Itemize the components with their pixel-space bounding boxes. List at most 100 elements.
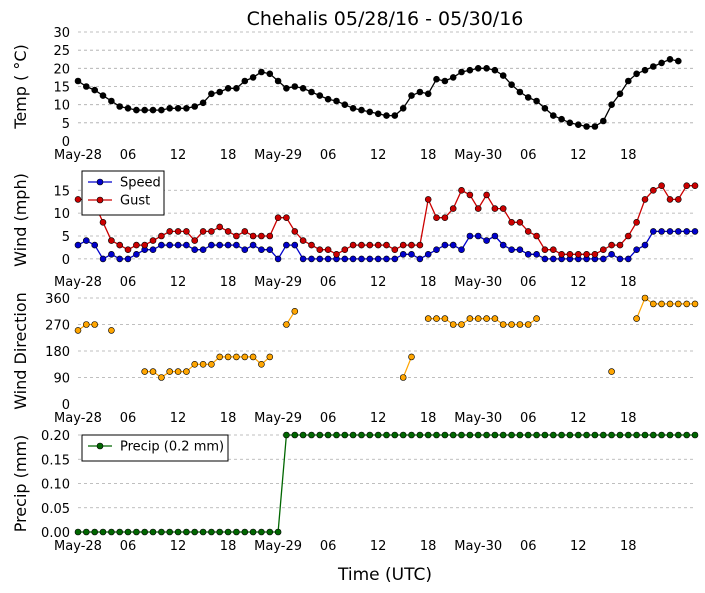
data-point — [166, 528, 173, 536]
data-point — [408, 431, 415, 439]
data-point — [508, 246, 515, 253]
data-point — [133, 241, 140, 249]
x-tick-label: 18 — [620, 411, 637, 426]
x-tick-label: May-28 — [54, 539, 102, 554]
data-point — [258, 246, 265, 253]
data-point — [358, 431, 365, 439]
data-point — [516, 431, 524, 439]
x-tick-label: 18 — [220, 539, 237, 554]
data-point — [266, 528, 274, 536]
data-point — [274, 528, 282, 536]
data-point — [466, 431, 474, 439]
data-point — [408, 241, 415, 249]
x-tick-label: 18 — [620, 148, 637, 163]
data-point — [449, 431, 457, 439]
data-point — [483, 431, 490, 439]
data-point — [524, 321, 532, 328]
y-tick-label: 0 — [62, 253, 70, 268]
data-point — [674, 431, 682, 439]
data-point — [458, 246, 465, 253]
data-point — [566, 251, 574, 258]
data-point — [499, 205, 507, 212]
x-tick-label: 06 — [120, 411, 137, 426]
data-point — [308, 431, 315, 439]
data-point — [99, 255, 107, 263]
data-point — [149, 237, 157, 244]
data-point — [449, 74, 457, 81]
data-point — [583, 431, 590, 439]
data-point — [316, 92, 324, 99]
data-point — [199, 528, 207, 536]
x-tick-label: May-28 — [54, 411, 102, 426]
data-point — [108, 97, 115, 105]
legend-marker — [96, 178, 104, 186]
data-point — [574, 251, 582, 258]
x-tick-label: 12 — [170, 539, 187, 554]
y-tick-label: 20 — [53, 62, 70, 77]
data-point — [149, 106, 157, 114]
data-point — [91, 528, 98, 536]
data-point — [666, 300, 674, 308]
data-point — [491, 431, 499, 439]
data-point — [533, 97, 540, 105]
data-point — [408, 92, 415, 99]
data-point — [424, 196, 432, 203]
data-point — [149, 368, 157, 375]
x-tick-label: May-29 — [254, 539, 302, 554]
data-point — [158, 241, 165, 249]
data-point — [533, 431, 540, 439]
data-point — [641, 431, 649, 439]
data-point — [691, 431, 699, 439]
data-point — [324, 95, 332, 103]
data-point — [408, 251, 415, 258]
data-point — [474, 65, 482, 72]
data-point — [99, 528, 107, 536]
data-point — [299, 255, 307, 263]
data-point — [608, 101, 615, 108]
data-point — [216, 88, 223, 96]
data-point — [191, 246, 198, 253]
data-point — [608, 431, 615, 439]
data-point — [208, 228, 215, 235]
data-point — [549, 431, 557, 439]
data-point — [199, 99, 207, 107]
data-point — [199, 228, 207, 235]
data-point — [308, 88, 315, 96]
data-point — [441, 214, 449, 221]
data-point — [658, 300, 665, 308]
data-point — [283, 431, 290, 439]
data-point — [124, 528, 132, 536]
data-point — [583, 123, 590, 130]
data-point — [591, 251, 599, 258]
data-point — [208, 90, 215, 98]
data-point — [549, 246, 557, 253]
x-tick-label: 18 — [220, 275, 237, 290]
data-point — [341, 255, 349, 263]
data-point — [324, 431, 332, 439]
data-point — [691, 300, 699, 308]
x-tick-label: 12 — [570, 275, 587, 290]
data-point — [149, 528, 157, 536]
data-point — [224, 528, 232, 536]
data-point — [258, 232, 265, 240]
data-point — [74, 528, 82, 536]
data-point — [516, 246, 524, 253]
data-point — [658, 59, 665, 67]
x-tick-label: 12 — [570, 539, 587, 554]
data-point — [124, 246, 132, 253]
data-point — [208, 528, 215, 536]
data-point — [374, 255, 382, 263]
data-point — [283, 214, 290, 221]
data-point — [541, 246, 549, 253]
data-point — [524, 228, 532, 235]
data-point — [283, 321, 290, 328]
data-point — [316, 431, 324, 439]
data-point — [508, 81, 515, 88]
data-point — [566, 431, 574, 439]
x-tick-label: 18 — [420, 275, 437, 290]
data-point — [474, 315, 482, 322]
data-point — [108, 327, 115, 334]
data-point — [216, 241, 223, 249]
data-point — [399, 251, 407, 258]
data-point — [466, 191, 474, 199]
